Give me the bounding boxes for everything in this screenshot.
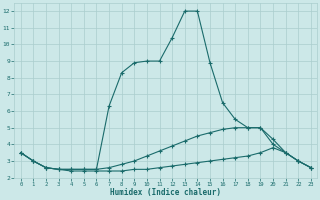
X-axis label: Humidex (Indice chaleur): Humidex (Indice chaleur) <box>110 188 221 197</box>
